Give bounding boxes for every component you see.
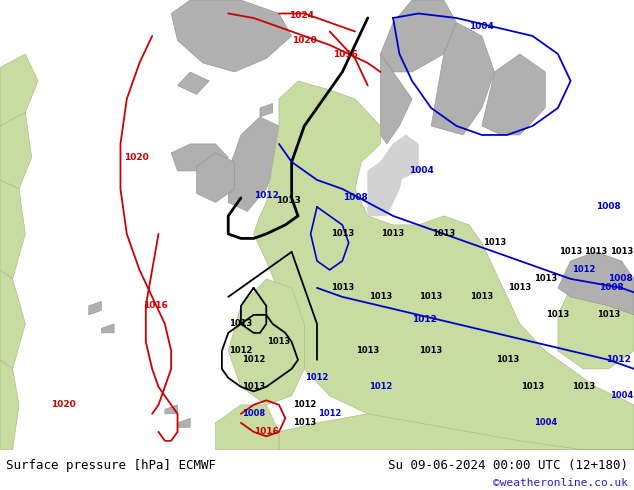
Text: 1013: 1013 xyxy=(559,247,582,256)
Polygon shape xyxy=(89,301,101,315)
Text: 1004: 1004 xyxy=(534,418,557,427)
Text: 1004: 1004 xyxy=(469,23,495,31)
Text: 1020: 1020 xyxy=(292,36,317,45)
Text: 1012: 1012 xyxy=(306,373,328,382)
Text: 1013: 1013 xyxy=(610,247,633,256)
Polygon shape xyxy=(197,153,235,202)
Text: 1013: 1013 xyxy=(356,346,379,355)
Polygon shape xyxy=(101,324,114,333)
Polygon shape xyxy=(260,103,273,117)
Text: 1012: 1012 xyxy=(369,382,392,392)
Text: Su 09-06-2024 00:00 UTC (12+180): Su 09-06-2024 00:00 UTC (12+180) xyxy=(387,460,628,472)
Text: 1024: 1024 xyxy=(288,11,314,20)
Polygon shape xyxy=(558,252,634,315)
Polygon shape xyxy=(0,180,25,279)
Text: 1013: 1013 xyxy=(331,229,354,239)
Text: ©weatheronline.co.uk: ©weatheronline.co.uk xyxy=(493,478,628,488)
Text: 1013: 1013 xyxy=(268,337,290,346)
Text: 1013: 1013 xyxy=(483,239,506,247)
Text: 1004: 1004 xyxy=(610,392,633,400)
Text: 1013: 1013 xyxy=(230,319,252,328)
Text: 1008: 1008 xyxy=(596,202,621,211)
Polygon shape xyxy=(279,414,634,450)
Text: 1020: 1020 xyxy=(124,153,149,162)
Polygon shape xyxy=(380,0,456,72)
Text: 1013: 1013 xyxy=(293,418,316,427)
Text: 1013: 1013 xyxy=(508,283,531,293)
Polygon shape xyxy=(0,360,19,450)
Text: 1013: 1013 xyxy=(572,382,595,392)
Text: 1013: 1013 xyxy=(521,382,544,392)
Polygon shape xyxy=(228,279,304,405)
Text: Surface pressure [hPa] ECMWF: Surface pressure [hPa] ECMWF xyxy=(6,460,216,472)
Text: 1008: 1008 xyxy=(342,194,368,202)
Polygon shape xyxy=(380,135,418,180)
Text: 1013: 1013 xyxy=(585,247,607,256)
Text: 1012: 1012 xyxy=(605,355,631,365)
Text: 1013: 1013 xyxy=(432,229,455,239)
Text: 1013: 1013 xyxy=(597,310,620,319)
Text: 1012: 1012 xyxy=(572,266,595,274)
Polygon shape xyxy=(165,405,178,414)
Text: 1012: 1012 xyxy=(412,315,437,324)
Text: 1008: 1008 xyxy=(599,283,624,293)
Polygon shape xyxy=(178,418,190,427)
Polygon shape xyxy=(558,279,634,369)
Text: 1016: 1016 xyxy=(143,301,168,310)
Text: 1013: 1013 xyxy=(276,196,301,205)
Text: 1016: 1016 xyxy=(333,50,358,59)
Polygon shape xyxy=(0,54,38,135)
Text: 1008: 1008 xyxy=(242,409,265,418)
Text: 1004: 1004 xyxy=(409,167,434,175)
Text: 1012: 1012 xyxy=(318,409,341,418)
Polygon shape xyxy=(380,54,412,144)
Text: 1012: 1012 xyxy=(293,400,316,409)
Text: 1013: 1013 xyxy=(470,293,493,301)
Text: 1013: 1013 xyxy=(547,310,569,319)
Text: 1013: 1013 xyxy=(369,293,392,301)
Text: 1013: 1013 xyxy=(420,293,443,301)
Text: 1020: 1020 xyxy=(51,400,76,409)
Text: 1013: 1013 xyxy=(242,382,265,392)
Polygon shape xyxy=(228,117,279,211)
Text: 1008: 1008 xyxy=(607,274,633,283)
Text: 1012: 1012 xyxy=(254,191,279,200)
Polygon shape xyxy=(216,405,279,450)
Text: 1012: 1012 xyxy=(242,355,265,365)
Polygon shape xyxy=(431,23,495,135)
Text: 1013: 1013 xyxy=(382,229,404,239)
Polygon shape xyxy=(178,72,209,95)
Text: 1013: 1013 xyxy=(534,274,557,283)
Text: 1013: 1013 xyxy=(331,283,354,293)
Text: 1013: 1013 xyxy=(420,346,443,355)
Polygon shape xyxy=(368,153,406,216)
Text: 1016: 1016 xyxy=(254,427,279,436)
Polygon shape xyxy=(0,270,25,369)
Text: 1012: 1012 xyxy=(230,346,252,355)
Polygon shape xyxy=(171,0,292,72)
Polygon shape xyxy=(482,54,545,135)
Polygon shape xyxy=(171,144,228,171)
Polygon shape xyxy=(0,113,32,189)
Polygon shape xyxy=(254,81,634,450)
Text: 1013: 1013 xyxy=(496,355,519,365)
